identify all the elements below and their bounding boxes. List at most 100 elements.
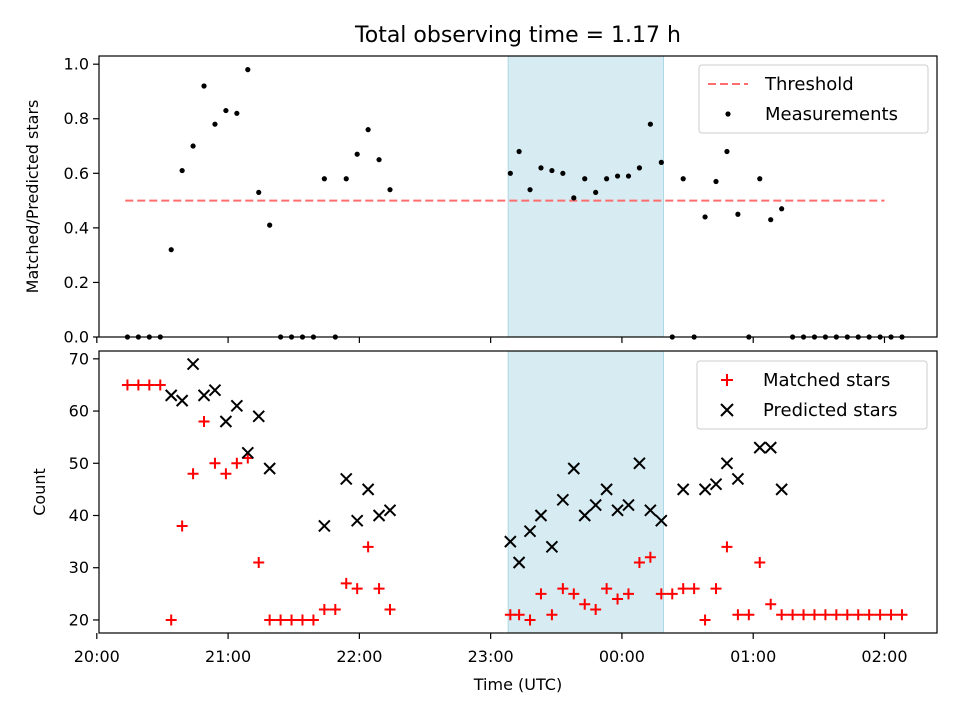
legend-measurements-swatch bbox=[725, 111, 731, 117]
measurement-point bbox=[713, 178, 719, 185]
measurement-point bbox=[549, 167, 555, 174]
bottom-y-ticks: 20 30 40 50 60 70 bbox=[69, 349, 99, 629]
matched-star-point bbox=[220, 468, 232, 480]
top-x-ticks bbox=[96, 337, 886, 343]
x-axis-label: Time (UTC) bbox=[473, 675, 562, 694]
matched-star-point bbox=[633, 557, 645, 568]
predicted-star-point bbox=[252, 410, 265, 423]
legend-predicted-label: Predicted stars bbox=[763, 400, 897, 421]
matched-star-point bbox=[896, 609, 908, 621]
y-tick-label: 40 bbox=[69, 506, 89, 525]
matched-star-point bbox=[176, 520, 188, 532]
measurement-point bbox=[365, 127, 371, 133]
top-y-axis-label: Matched/Predicted stars bbox=[23, 100, 42, 294]
matched-star-point bbox=[601, 583, 613, 595]
y-tick-label: 0.4 bbox=[64, 218, 89, 237]
x-tick-label: 00:00 bbox=[599, 647, 645, 666]
matched-star-point bbox=[231, 457, 243, 469]
measurement-point bbox=[604, 176, 610, 182]
measurement-point bbox=[507, 170, 513, 176]
x-tick-label: 02:00 bbox=[861, 647, 907, 666]
matched-star-point bbox=[798, 609, 810, 621]
bottom-highlight-span bbox=[507, 350, 665, 634]
x-tick-label: 21:00 bbox=[205, 647, 251, 666]
measurement-point bbox=[267, 222, 273, 228]
matched-star-point bbox=[787, 609, 799, 621]
legend-measurements-label: Measurements bbox=[765, 104, 898, 125]
matched-star-point bbox=[557, 583, 569, 595]
matched-star-point bbox=[143, 379, 155, 391]
predicted-star-point bbox=[383, 504, 397, 517]
matched-star-point bbox=[362, 541, 374, 553]
predicted-star-point bbox=[318, 519, 331, 533]
measurement-point bbox=[223, 107, 229, 114]
predicted-star-point bbox=[753, 441, 766, 454]
predicted-star-point bbox=[578, 509, 591, 522]
predicted-star-point bbox=[633, 457, 646, 470]
y-tick-label: 70 bbox=[69, 349, 89, 368]
legend-threshold-label: Threshold bbox=[764, 74, 854, 95]
top-panel: 0.0 0.2 0.4 0.6 0.8 1.0 Matched/Predicted sta… bbox=[23, 55, 938, 347]
matched-star-point bbox=[264, 614, 276, 626]
predicted-star-points bbox=[164, 357, 788, 569]
matched-star-point bbox=[154, 379, 166, 391]
highlight-span bbox=[507, 350, 665, 634]
matched-star-point bbox=[198, 416, 210, 427]
matched-star-point bbox=[732, 609, 744, 621]
predicted-star-point bbox=[676, 483, 690, 496]
measurement-point bbox=[516, 148, 522, 155]
predicted-star-point bbox=[241, 446, 254, 460]
matched-star-point bbox=[819, 609, 831, 621]
measurement-points bbox=[124, 67, 905, 340]
predicted-star-point bbox=[340, 472, 353, 486]
predicted-star-point bbox=[720, 457, 734, 470]
predicted-star-point bbox=[186, 357, 200, 371]
y-tick-label: 60 bbox=[69, 402, 89, 421]
y-tick-label: 0.0 bbox=[64, 328, 89, 347]
measurement-point bbox=[538, 165, 544, 171]
predicted-star-point bbox=[622, 498, 635, 512]
measurement-point bbox=[343, 176, 349, 182]
matched-star-point bbox=[535, 588, 547, 600]
measurement-point bbox=[354, 151, 360, 157]
legend-matched-label: Matched stars bbox=[763, 370, 890, 391]
matched-star-point bbox=[286, 614, 298, 626]
y-tick-label: 0.2 bbox=[64, 273, 89, 292]
y-tick-label: 20 bbox=[69, 610, 89, 629]
y-tick-label: 30 bbox=[69, 558, 89, 577]
matched-star-point bbox=[830, 609, 842, 621]
measurement-point bbox=[560, 170, 566, 176]
matched-star-point bbox=[121, 379, 133, 391]
predicted-star-point bbox=[372, 509, 386, 522]
measurement-point bbox=[387, 187, 393, 193]
matched-star-point bbox=[187, 468, 199, 480]
matched-star-point bbox=[296, 614, 308, 626]
matched-star-point bbox=[612, 593, 624, 605]
predicted-star-point bbox=[350, 514, 364, 527]
y-tick-label: 0.8 bbox=[64, 109, 89, 128]
predicted-star-point bbox=[512, 556, 526, 569]
measurement-point bbox=[768, 217, 774, 223]
predicted-star-point bbox=[219, 415, 233, 428]
measurement-point bbox=[779, 206, 785, 212]
matched-star-point bbox=[644, 551, 656, 563]
matched-star-point bbox=[329, 604, 341, 615]
matched-star-point bbox=[688, 583, 700, 595]
bottom-x-ticks: 20:00 21:00 22:00 23:00 00:00 01:00 02:00 bbox=[74, 633, 908, 666]
matched-star-point bbox=[874, 609, 886, 621]
matched-star-point bbox=[841, 609, 853, 621]
measurement-point bbox=[735, 211, 741, 217]
matched-star-point bbox=[373, 583, 385, 595]
predicted-star-point bbox=[600, 483, 613, 496]
predicted-star-point bbox=[504, 535, 517, 548]
predicted-star-point bbox=[731, 472, 745, 486]
bottom-axes-frame bbox=[98, 350, 938, 634]
matched-star-point bbox=[384, 604, 396, 615]
matched-star-point bbox=[677, 583, 689, 595]
matched-star-point bbox=[242, 452, 254, 464]
predicted-star-point bbox=[534, 509, 548, 522]
measurement-point bbox=[212, 121, 218, 127]
predicted-star-point bbox=[655, 514, 668, 527]
matched-star-point bbox=[513, 609, 525, 621]
